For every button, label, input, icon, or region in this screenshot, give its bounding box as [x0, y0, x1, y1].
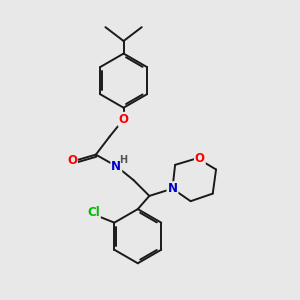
Text: O: O — [118, 113, 129, 126]
Text: H: H — [119, 155, 128, 165]
Text: N: N — [167, 182, 178, 195]
Text: O: O — [67, 154, 77, 167]
Text: Cl: Cl — [87, 206, 100, 219]
Text: N: N — [111, 160, 121, 173]
Text: O: O — [195, 152, 205, 165]
